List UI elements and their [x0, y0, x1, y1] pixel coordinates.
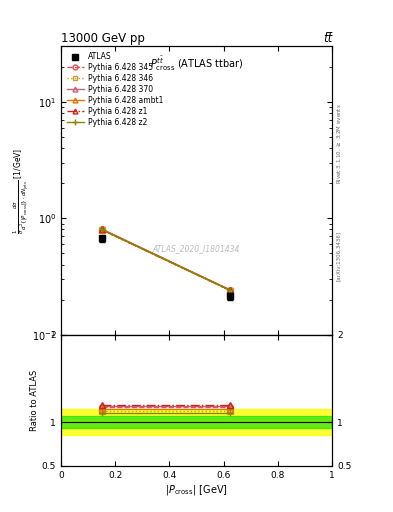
- Text: ATLAS_2020_I1801434: ATLAS_2020_I1801434: [153, 244, 240, 252]
- Text: tt̅: tt̅: [323, 32, 332, 45]
- Text: [arXiv:1306.3436]: [arXiv:1306.3436]: [336, 231, 341, 281]
- Pythia 6.428 370: [99, 226, 104, 232]
- Text: $P_{\mathrm{cross}}^{t\bar{t}}$ (ATLAS ttbar): $P_{\mathrm{cross}}^{t\bar{t}}$ (ATLAS t…: [150, 55, 243, 73]
- Pythia 6.428 z2: [228, 287, 233, 293]
- Pythia 6.428 z1: [99, 226, 104, 232]
- Pythia 6.428 ambt1: [99, 226, 104, 232]
- Pythia 6.428 z1: [228, 287, 233, 293]
- Pythia 6.428 346: [228, 288, 233, 294]
- Y-axis label: Ratio to ATLAS: Ratio to ATLAS: [30, 370, 39, 431]
- Pythia 6.428 346: [99, 227, 104, 233]
- Pythia 6.428 345: [228, 287, 233, 293]
- Line: Pythia 6.428 z2: Pythia 6.428 z2: [99, 227, 233, 293]
- Pythia 6.428 370: [228, 287, 233, 293]
- Line: Pythia 6.428 346: Pythia 6.428 346: [99, 227, 233, 293]
- Pythia 6.428 345: [99, 226, 104, 232]
- Line: Pythia 6.428 z1: Pythia 6.428 z1: [99, 227, 233, 293]
- Line: Pythia 6.428 370: Pythia 6.428 370: [99, 226, 233, 293]
- Line: Pythia 6.428 345: Pythia 6.428 345: [99, 227, 233, 293]
- X-axis label: $|P_{\mathrm{cross}}|$ [GeV]: $|P_{\mathrm{cross}}|$ [GeV]: [165, 482, 228, 497]
- Legend: ATLAS, Pythia 6.428 345, Pythia 6.428 346, Pythia 6.428 370, Pythia 6.428 ambt1,: ATLAS, Pythia 6.428 345, Pythia 6.428 34…: [65, 50, 165, 129]
- Text: 13000 GeV pp: 13000 GeV pp: [61, 32, 145, 45]
- Y-axis label: $\frac{1}{\sigma}\frac{d\sigma}{d^{2}\{|P_{\mathrm{cross}}|\} \cdot dN_{\mathrm{: $\frac{1}{\sigma}\frac{d\sigma}{d^{2}\{|…: [11, 147, 31, 233]
- Pythia 6.428 ambt1: [228, 287, 233, 293]
- Pythia 6.428 z2: [99, 226, 104, 232]
- Text: Rivet 3.1.10, $\geq$ 3.2M events: Rivet 3.1.10, $\geq$ 3.2M events: [336, 103, 343, 184]
- Line: Pythia 6.428 ambt1: Pythia 6.428 ambt1: [99, 227, 233, 293]
